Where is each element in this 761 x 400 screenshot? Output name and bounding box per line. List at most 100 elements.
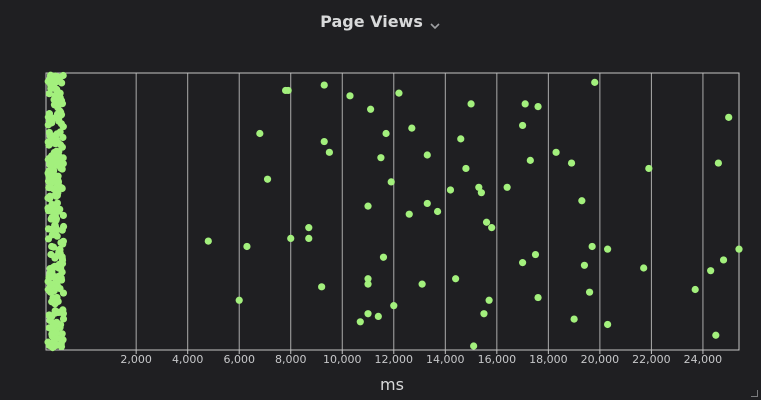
cluster-point — [56, 128, 64, 136]
data-point — [204, 237, 212, 245]
cluster-point — [55, 245, 64, 254]
cluster-point — [53, 281, 61, 290]
cluster-point — [48, 119, 56, 127]
cluster-point — [58, 330, 66, 338]
data-point — [714, 159, 722, 167]
cluster-point — [54, 189, 62, 197]
data-point — [364, 310, 372, 318]
cluster-point — [55, 260, 63, 268]
data-point — [534, 102, 542, 111]
data-point — [377, 154, 385, 162]
data-point — [552, 148, 560, 156]
cluster-point — [50, 80, 58, 88]
data-point — [405, 210, 413, 218]
data-point — [446, 186, 455, 194]
cluster-point — [53, 110, 62, 118]
data-point — [284, 86, 292, 95]
data-point — [452, 275, 460, 283]
cluster-point — [56, 308, 64, 316]
data-point — [387, 178, 395, 186]
cluster-point — [54, 172, 62, 180]
cluster-point — [59, 315, 68, 323]
cluster-point — [50, 96, 58, 104]
data-point — [423, 199, 431, 208]
data-point — [534, 293, 542, 302]
data-point — [457, 135, 465, 143]
data-point — [604, 245, 612, 253]
data-point — [395, 89, 403, 97]
cluster-point — [57, 239, 65, 247]
cluster-point — [48, 330, 56, 338]
data-point — [578, 197, 586, 205]
panel-header[interactable]: Page Views — [0, 8, 761, 34]
cluster-point — [57, 164, 65, 172]
data-point — [521, 100, 529, 108]
x-tick-label: 6,000 — [223, 353, 255, 366]
x-tick-label: 24,000 — [684, 353, 723, 366]
cluster-point — [45, 206, 54, 214]
data-point — [475, 183, 483, 191]
data-point — [567, 159, 576, 167]
x-tick-label: 18,000 — [529, 353, 568, 366]
cluster-point — [45, 193, 54, 201]
data-point — [346, 92, 354, 100]
data-point — [570, 315, 578, 323]
cluster-point — [57, 276, 65, 284]
cluster-point — [58, 226, 66, 234]
panel-title[interactable]: Page Views — [320, 11, 423, 31]
data-point — [467, 100, 475, 108]
data-point — [488, 224, 496, 232]
data-point — [503, 183, 511, 191]
data-point — [588, 242, 596, 251]
chevron-down-icon[interactable] — [429, 17, 441, 29]
data-point — [480, 310, 488, 318]
data-point — [518, 121, 527, 130]
data-point — [318, 283, 326, 291]
x-axis-ticks: 2,000 4,000 6,000 8,000 10,000 12,000 14,000 16… — [120, 350, 722, 366]
data-point — [735, 245, 743, 253]
x-tick-label: 4,000 — [172, 353, 204, 366]
cluster-point — [49, 157, 57, 165]
data-point — [325, 148, 333, 156]
cluster-point — [49, 243, 58, 251]
cluster-point — [53, 232, 61, 240]
data-points — [204, 78, 743, 350]
data-point — [305, 234, 313, 242]
data-point — [390, 302, 398, 310]
cluster-point — [59, 133, 67, 142]
data-point — [418, 280, 426, 288]
resize-handle[interactable] — [751, 390, 758, 397]
cluster-point — [49, 344, 57, 352]
data-point — [364, 275, 372, 283]
cluster-point — [57, 97, 66, 105]
x-tick-label: 8,000 — [275, 353, 307, 366]
cluster-point — [45, 167, 54, 175]
data-point — [591, 78, 599, 86]
cluster-point — [49, 338, 58, 346]
cluster-point — [49, 176, 57, 185]
cluster-point — [44, 225, 53, 233]
data-point — [235, 296, 243, 304]
grid-lines — [135, 73, 704, 350]
data-point — [263, 175, 272, 183]
x-tick-label: 14,000 — [426, 353, 465, 366]
data-point — [374, 312, 382, 321]
cluster-point — [45, 110, 53, 118]
data-point — [580, 261, 589, 269]
cluster-point — [58, 184, 66, 192]
data-point — [470, 342, 478, 350]
cluster-point — [49, 323, 57, 331]
cluster-point — [47, 288, 55, 296]
cluster-point — [49, 263, 58, 271]
x-axis-title: ms — [380, 375, 404, 394]
cluster-point — [57, 120, 65, 128]
cluster-point — [54, 179, 62, 187]
data-point — [382, 129, 390, 138]
cluster-point — [46, 184, 54, 192]
data-point — [408, 124, 416, 132]
data-point — [356, 318, 364, 326]
cluster-point — [51, 254, 59, 262]
data-point — [485, 296, 493, 304]
cluster-point — [59, 71, 67, 80]
